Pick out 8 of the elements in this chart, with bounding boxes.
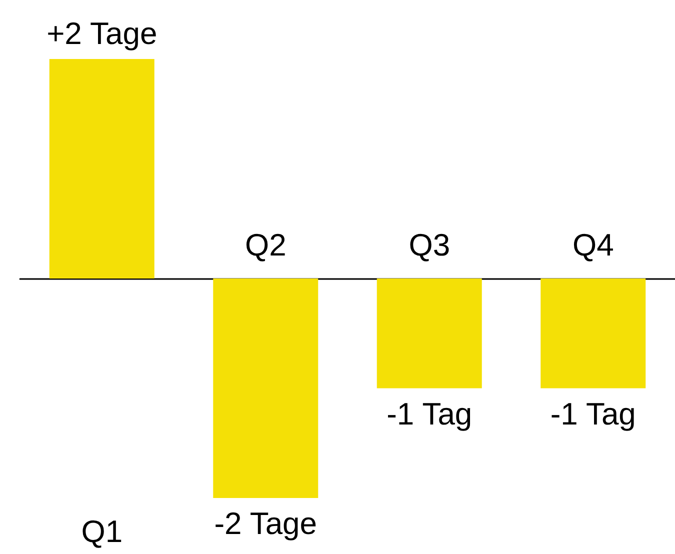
data-label: +2 Tage [46, 16, 158, 51]
x-tick-label: Q3 [408, 228, 450, 262]
x-tick-label: Q1 [81, 514, 123, 549]
x-tick-label: Q4 [572, 228, 614, 262]
x-tick-label: Q2 [244, 228, 286, 262]
data-label: -1 Tag [386, 396, 472, 432]
data-label: -1 Tag [550, 396, 636, 432]
data-label: -2 Tage [214, 506, 318, 541]
